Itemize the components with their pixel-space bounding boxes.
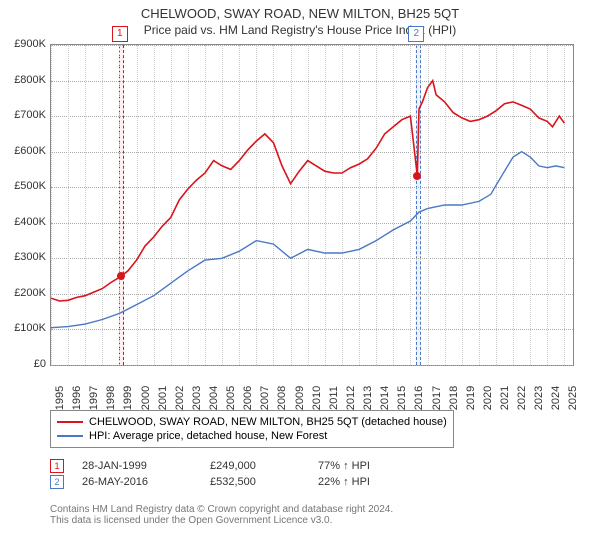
legend: CHELWOOD, SWAY ROAD, NEW MILTON, BH25 5Q… — [50, 410, 454, 448]
x-tick-label: 2015 — [396, 386, 408, 410]
x-tick-label: 2020 — [482, 386, 494, 410]
x-tick-label: 2009 — [294, 386, 306, 410]
x-tick-label: 2008 — [276, 386, 288, 410]
x-tick-label: 2013 — [362, 386, 374, 410]
sale-marker-dot — [413, 172, 421, 180]
x-tick-label: 2004 — [208, 386, 220, 410]
sale-pct: 77% ↑ HPI — [318, 460, 370, 472]
y-tick-label: £200K — [6, 287, 46, 299]
x-tick-label: 2023 — [533, 386, 545, 410]
chart-subtitle: Price paid vs. HM Land Registry's House … — [0, 21, 600, 37]
x-tick-label: 2011 — [328, 386, 340, 410]
footer-line1: Contains HM Land Registry data © Crown c… — [50, 504, 393, 515]
x-tick-label: 2016 — [413, 386, 425, 410]
x-tick-label: 1995 — [54, 386, 66, 410]
x-tick-label: 2024 — [550, 386, 562, 410]
sale-marker-label: 1 — [112, 26, 128, 42]
sale-row: 1 28-JAN-1999 £249,000 77% ↑ HPI — [50, 458, 370, 474]
footer-attribution: Contains HM Land Registry data © Crown c… — [50, 504, 393, 526]
legend-item: CHELWOOD, SWAY ROAD, NEW MILTON, BH25 5Q… — [57, 415, 447, 429]
x-tick-label: 2019 — [465, 386, 477, 410]
footer-line2: This data is licensed under the Open Gov… — [50, 515, 393, 526]
y-tick-label: £400K — [6, 216, 46, 228]
y-tick-label: £100K — [6, 322, 46, 334]
legend-label: CHELWOOD, SWAY ROAD, NEW MILTON, BH25 5Q… — [89, 416, 447, 428]
plot-area — [50, 44, 574, 366]
sale-id-box: 2 — [50, 475, 64, 489]
y-tick-label: £800K — [6, 74, 46, 86]
x-tick-label: 2018 — [448, 386, 460, 410]
x-tick-label: 1999 — [122, 386, 134, 410]
legend-item: HPI: Average price, detached house, New … — [57, 429, 447, 443]
legend-label: HPI: Average price, detached house, New … — [89, 430, 327, 442]
x-tick-label: 1997 — [88, 386, 100, 410]
series-hpi — [51, 152, 564, 328]
sale-price: £532,500 — [210, 476, 300, 488]
sale-id-box: 1 — [50, 459, 64, 473]
chart-title: CHELWOOD, SWAY ROAD, NEW MILTON, BH25 5Q… — [0, 0, 600, 21]
x-tick-label: 2014 — [379, 386, 391, 410]
sale-row: 2 26-MAY-2016 £532,500 22% ↑ HPI — [50, 474, 370, 490]
x-tick-label: 2001 — [157, 386, 169, 410]
x-tick-label: 2003 — [191, 386, 203, 410]
sale-pct: 22% ↑ HPI — [318, 476, 370, 488]
sale-marker-label: 2 — [408, 26, 424, 42]
x-tick-label: 2017 — [431, 386, 443, 410]
series-price — [51, 81, 564, 301]
x-tick-label: 2005 — [225, 386, 237, 410]
x-tick-label: 2025 — [567, 386, 579, 410]
x-tick-label: 2021 — [499, 386, 511, 410]
x-tick-label: 2022 — [516, 386, 528, 410]
y-tick-label: £600K — [6, 145, 46, 157]
legend-swatch — [57, 421, 83, 423]
sale-price: £249,000 — [210, 460, 300, 472]
x-tick-label: 2000 — [140, 386, 152, 410]
y-tick-label: £500K — [6, 180, 46, 192]
x-tick-label: 1996 — [71, 386, 83, 410]
y-tick-label: £700K — [6, 109, 46, 121]
gridline-h — [51, 365, 573, 366]
x-tick-label: 2006 — [242, 386, 254, 410]
sale-date: 28-JAN-1999 — [82, 460, 192, 472]
y-tick-label: £0 — [6, 358, 46, 370]
x-tick-label: 2010 — [311, 386, 323, 410]
x-tick-label: 2012 — [345, 386, 357, 410]
legend-swatch — [57, 435, 83, 437]
y-tick-label: £300K — [6, 251, 46, 263]
series-svg — [51, 45, 573, 365]
sales-table: 1 28-JAN-1999 £249,000 77% ↑ HPI 2 26-MAY-201… — [50, 458, 370, 490]
sale-marker-dot — [117, 272, 125, 280]
x-tick-label: 1998 — [105, 386, 117, 410]
y-tick-label: £900K — [6, 38, 46, 50]
sale-date: 26-MAY-2016 — [82, 476, 192, 488]
x-tick-label: 2007 — [259, 386, 271, 410]
x-tick-label: 2002 — [174, 386, 186, 410]
